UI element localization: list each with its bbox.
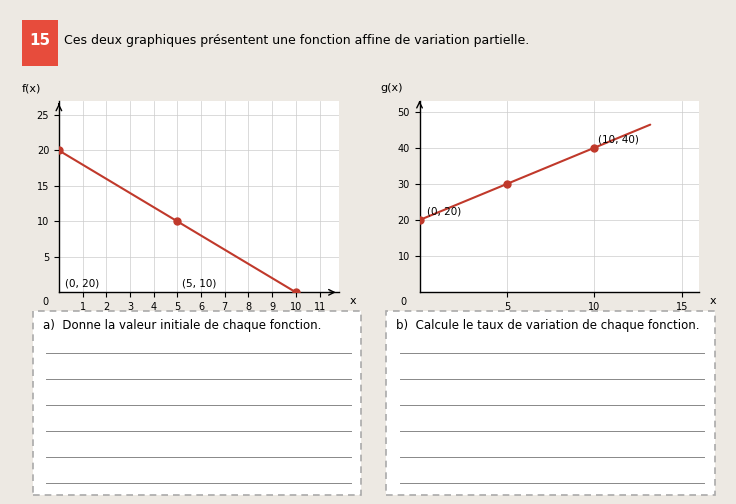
FancyBboxPatch shape [386, 311, 715, 495]
Text: 0: 0 [400, 297, 406, 307]
Text: 15: 15 [29, 33, 51, 48]
FancyBboxPatch shape [33, 311, 361, 495]
Text: (10, 40): (10, 40) [598, 135, 639, 144]
X-axis label: x: x [710, 296, 717, 306]
Y-axis label: f(x): f(x) [21, 83, 40, 93]
X-axis label: x: x [349, 296, 356, 306]
FancyBboxPatch shape [22, 20, 58, 66]
Text: b)  Calcule le taux de variation de chaque fonction.: b) Calcule le taux de variation de chaqu… [396, 319, 700, 332]
Text: 0: 0 [42, 297, 49, 307]
Text: (0, 20): (0, 20) [427, 207, 461, 217]
Text: (0, 20): (0, 20) [65, 279, 99, 289]
Text: Ces deux graphiques présentent une fonction affine de variation partielle.: Ces deux graphiques présentent une fonct… [64, 34, 529, 47]
Text: a)  Donne la valeur initiale de chaque fonction.: a) Donne la valeur initiale de chaque fo… [43, 319, 322, 332]
Y-axis label: g(x): g(x) [381, 83, 403, 93]
Text: (5, 10): (5, 10) [182, 279, 216, 289]
